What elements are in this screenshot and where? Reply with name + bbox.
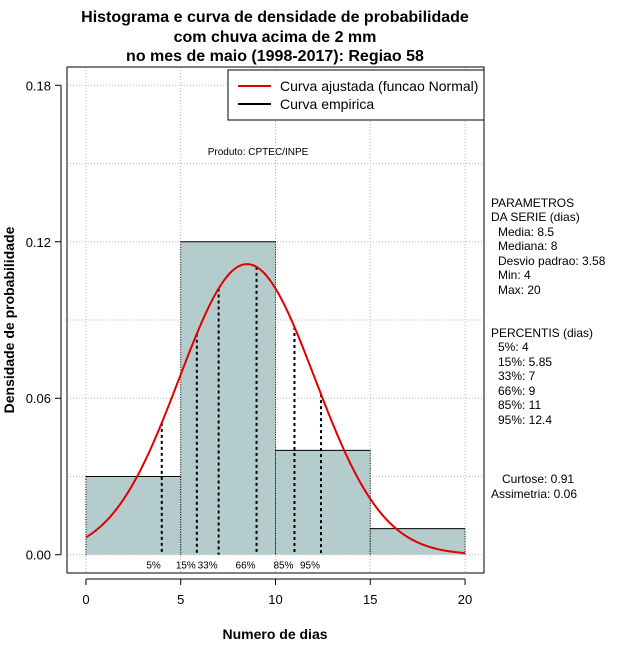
axes: 0 5 10 15 20 0.00 0.06 0.12 0.18 <box>26 78 473 607</box>
legend-box <box>227 69 485 121</box>
percentil-66: 66%: 9 <box>498 384 536 398</box>
parametros-panel: PARAMETROS DA SERIE (dias) Media: 8.5 Me… <box>491 196 606 297</box>
param-min: Min: 4 <box>498 268 531 282</box>
chart-title-line-1: Histograma e curva de densidade de proba… <box>81 9 469 26</box>
histogram-bars <box>85 241 466 555</box>
percentile-label: 15% <box>176 561 196 572</box>
percentile-label: 66% <box>236 561 256 572</box>
x-tick-label: 0 <box>82 592 89 607</box>
percentile-label: 85% <box>273 561 293 572</box>
fitted-normal-curve <box>85 263 466 555</box>
plot-frame <box>66 66 485 574</box>
percentile-label: 95% <box>300 561 320 572</box>
shape-panel: Curtose: 0.91 Assimetria: 0.06 <box>491 472 577 501</box>
y-tick-label: 0.00 <box>26 548 51 563</box>
histogram-bar <box>275 450 371 555</box>
x-tick-label: 20 <box>458 592 472 607</box>
param-mediana: Mediana: 8 <box>498 239 558 253</box>
x-tick-label: 10 <box>268 592 282 607</box>
chart-title-line-2: com chuva acima de 2 mm <box>174 29 377 46</box>
percentile-lines: 5% 15% 33% 66% 85% 95% <box>146 266 322 572</box>
y-tick-label: 0.18 <box>26 78 51 93</box>
parametros-heading-1: PARAMETROS <box>491 196 574 210</box>
product-annotation: Produto: CPTEC/INPE <box>208 147 309 158</box>
percentis-heading: PERCENTIS (dias) <box>491 326 593 340</box>
percentil-5: 5%: 4 <box>498 340 529 354</box>
curtose-value: Curtose: 0.91 <box>502 472 574 486</box>
percentile-label: 5% <box>146 561 161 572</box>
percentile-label: 33% <box>198 561 218 572</box>
percentis-panel: PERCENTIS (dias) 5%: 4 15%: 5.85 33%: 7 … <box>491 326 593 427</box>
y-tick-label: 0.06 <box>26 391 51 406</box>
param-media: Media: 8.5 <box>498 225 554 239</box>
chart-title-line-3: no mes de maio (1998-2017): Regiao 58 <box>126 48 424 65</box>
y-axis-title: Densidade de probabilidade <box>1 226 17 413</box>
legend-label-empirical: Curva empirica <box>280 96 374 112</box>
percentil-95: 95%: 12.4 <box>498 413 552 427</box>
x-tick-label: 5 <box>177 592 184 607</box>
parametros-heading-2: DA SERIE (dias) <box>491 210 580 224</box>
param-desvio: Desvio padrao: 3.58 <box>498 254 606 268</box>
histogram-bar <box>85 476 181 555</box>
histogram-bar <box>180 241 276 555</box>
percentil-33: 33%: 7 <box>498 369 536 383</box>
x-axis-title: Numero de dias <box>222 626 327 642</box>
y-tick-label: 0.12 <box>26 235 51 250</box>
percentil-15: 15%: 5.85 <box>498 355 552 369</box>
param-max: Max: 20 <box>498 283 541 297</box>
density-curve-group <box>85 263 466 555</box>
legend-label-fitted: Curva ajustada (funcao Normal) <box>280 78 478 94</box>
percentil-85: 85%: 11 <box>498 398 541 412</box>
assimetria-value: Assimetria: 0.06 <box>491 487 577 501</box>
x-tick-label: 15 <box>363 592 377 607</box>
legend: Curva ajustada (funcao Normal) Curva emp… <box>227 69 485 121</box>
